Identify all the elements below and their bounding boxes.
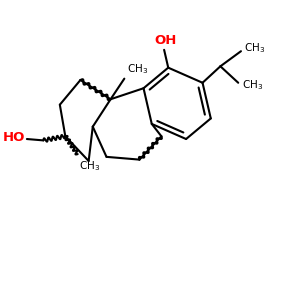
Text: HO: HO — [2, 131, 25, 144]
Text: CH$_3$: CH$_3$ — [127, 62, 148, 76]
Text: CH$_3$: CH$_3$ — [79, 160, 100, 173]
Text: CH$_3$: CH$_3$ — [244, 42, 266, 56]
Text: OH: OH — [154, 34, 177, 46]
Text: CH$_3$: CH$_3$ — [242, 78, 263, 92]
